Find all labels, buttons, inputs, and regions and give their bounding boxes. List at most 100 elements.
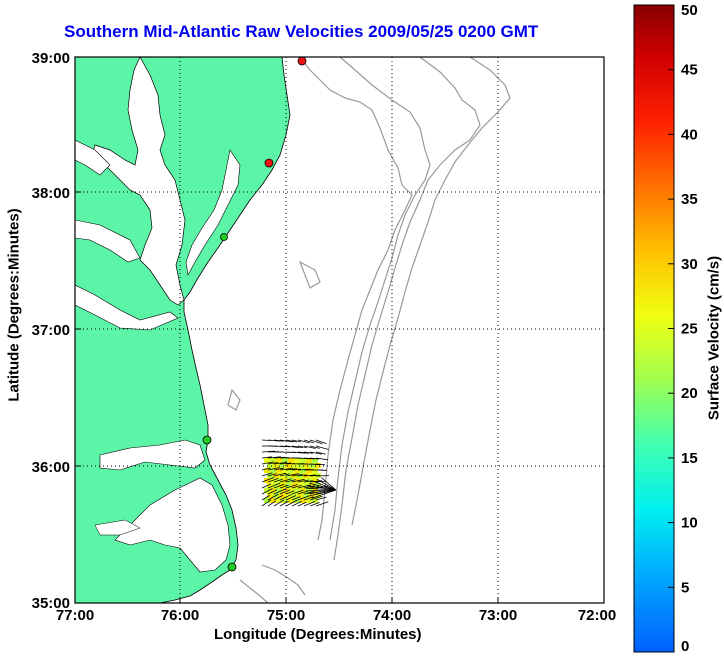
velocity-cell — [276, 468, 282, 473]
velocity-cell — [303, 483, 309, 488]
velocity-cell — [291, 493, 297, 498]
bathymetry-contours — [227, 57, 511, 603]
x-axis-label: Longitude (Degrees:Minutes) — [214, 626, 422, 643]
river-1 — [75, 139, 111, 176]
velocity-vector — [285, 473, 299, 477]
velocity-vector — [285, 479, 296, 483]
colorbar-tick-label: 30 — [681, 256, 698, 273]
velocity-vector — [307, 485, 337, 491]
velocity-cell — [315, 463, 321, 468]
velocity-vector — [303, 451, 313, 454]
velocity-cell — [294, 458, 300, 463]
lat-tick-1: 38:00 — [32, 185, 70, 202]
velocity-cell — [300, 458, 306, 463]
velocity-vector — [303, 496, 314, 501]
colorbar-tick-label: 50 — [681, 2, 698, 19]
colorbar-ticks: 0 5 10 15 20 25 30 35 40 45 50 — [668, 2, 698, 655]
velocity-vector — [267, 489, 278, 495]
velocity-cell — [279, 483, 285, 488]
velocity-vector — [315, 451, 326, 455]
velocity-vector — [297, 479, 309, 483]
velocity-cell — [267, 463, 273, 468]
velocity-vector — [291, 496, 301, 501]
velocity-vector — [291, 500, 303, 507]
velocity-vector — [291, 484, 302, 489]
velocity-vector — [279, 473, 290, 477]
velocity-vector — [285, 468, 297, 471]
velocity-vector — [261, 456, 272, 459]
velocity-cell — [282, 458, 288, 463]
colorbar-tick-label: 35 — [681, 191, 698, 208]
velocity-cell — [279, 463, 285, 468]
velocity-cell — [300, 468, 306, 473]
velocity-vector — [267, 456, 281, 459]
river-2 — [75, 219, 141, 263]
velocity-vector — [303, 480, 313, 483]
velocity-vector — [306, 489, 337, 492]
velocity-vector — [321, 477, 337, 491]
velocity-cell — [288, 468, 294, 473]
velocity-vector — [273, 456, 286, 459]
velocity-cell — [309, 483, 315, 488]
plot-frame — [74, 56, 605, 604]
lon-tick-3: 74:00 — [373, 607, 411, 624]
station-3[interactable] — [220, 233, 228, 241]
station-2[interactable] — [264, 158, 274, 168]
velocity-vector — [303, 485, 315, 489]
lat-tick-2: 37:00 — [32, 322, 70, 339]
velocity-vector — [267, 478, 279, 483]
velocity-cell — [312, 498, 318, 503]
velocity-vector — [279, 489, 291, 495]
velocity-vector — [303, 457, 316, 460]
velocity-vector — [261, 488, 273, 495]
velocity-vector — [285, 445, 299, 448]
colorbar-tick-label: 45 — [681, 62, 698, 79]
velocity-vector — [315, 501, 329, 507]
colorbar-tick-label: 5 — [681, 579, 689, 596]
velocity-vector — [267, 473, 277, 477]
velocity-vector — [279, 445, 291, 448]
velocity-vector — [311, 489, 337, 499]
velocity-vector — [297, 490, 308, 495]
velocity-cell — [267, 493, 273, 498]
velocity-cell — [306, 458, 312, 463]
velocity-vector — [285, 439, 297, 443]
grid-lines — [75, 57, 604, 603]
velocity-cell — [282, 468, 288, 473]
velocity-vector — [306, 487, 337, 491]
velocity-vector — [285, 495, 297, 501]
lon-tick-0: 77:00 — [56, 607, 94, 624]
velocity-vector — [303, 501, 316, 507]
velocity-vector — [303, 439, 314, 444]
velocity-vector — [273, 462, 287, 465]
velocity-vector — [315, 496, 327, 501]
station-4[interactable] — [202, 435, 212, 445]
velocity-vector — [279, 462, 292, 465]
lat-tick-4: 35:00 — [32, 595, 70, 612]
station-1[interactable] — [297, 57, 307, 66]
station-5[interactable] — [227, 562, 237, 572]
velocity-vector — [297, 445, 307, 448]
velocity-vector — [309, 502, 320, 507]
velocity-vector — [309, 439, 323, 445]
velocity-vector — [303, 445, 316, 449]
velocity-vector — [312, 480, 337, 491]
velocity-vector — [297, 474, 307, 477]
velocity-cell — [300, 478, 306, 483]
velocity-cell — [297, 493, 303, 498]
lon-tick-4: 73:00 — [479, 607, 517, 624]
velocity-vector — [261, 461, 274, 465]
velocity-cell — [264, 488, 270, 493]
velocity-cell — [264, 458, 270, 463]
velocity-vector — [285, 490, 295, 495]
velocity-cell — [300, 498, 306, 503]
colorbar — [633, 4, 675, 653]
velocity-cell — [282, 498, 288, 503]
velocity-cell — [276, 488, 282, 493]
velocity-cell — [306, 498, 312, 503]
velocity-vector — [273, 478, 283, 483]
velocity-vector — [303, 474, 317, 477]
map-title: Southern Mid-Atlantic Raw Velocities 200… — [64, 22, 539, 41]
velocity-vector — [309, 482, 337, 491]
